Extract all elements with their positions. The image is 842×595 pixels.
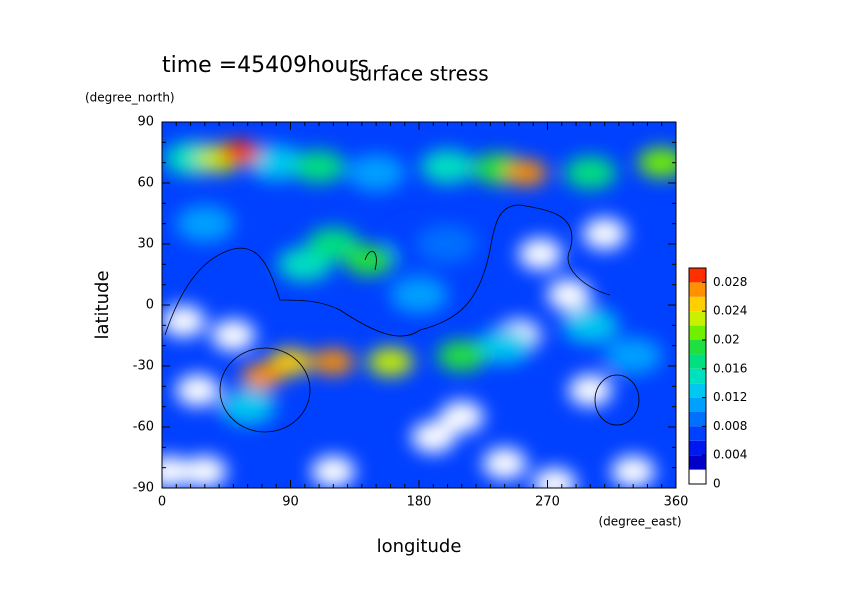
field-blob xyxy=(162,305,206,338)
field-blob xyxy=(211,319,256,352)
colorbar-tick-label: 0.02 xyxy=(713,333,740,347)
colorbar-frame xyxy=(688,267,707,485)
colorbar-band xyxy=(689,469,706,484)
colorbar-band xyxy=(689,311,706,326)
field-blob xyxy=(582,217,627,250)
field xyxy=(162,122,676,488)
x-tick-label: 90 xyxy=(282,495,299,510)
field-blob xyxy=(532,467,577,488)
x-tick-label: 0 xyxy=(158,495,166,510)
field-blob xyxy=(417,224,478,264)
y-unit: (degree_north) xyxy=(85,91,175,105)
y-tick-label: -90 xyxy=(133,481,154,496)
field-blob xyxy=(390,276,448,314)
colorbar-band xyxy=(689,426,706,441)
colorbar-band xyxy=(689,440,706,456)
field-blob xyxy=(182,455,227,488)
y-tick-label: 90 xyxy=(137,115,154,130)
field-blob xyxy=(476,327,533,364)
colorbar-tick-label: 0.004 xyxy=(713,448,747,462)
coastlines xyxy=(164,204,640,433)
field-blob xyxy=(439,400,484,433)
colorbar-band xyxy=(689,340,706,355)
field-blob xyxy=(611,455,656,488)
field-blob xyxy=(175,374,220,407)
x-tick-label: 180 xyxy=(407,495,432,510)
x-tick-label: 270 xyxy=(535,495,560,510)
field-blob xyxy=(248,144,305,181)
field-blob xyxy=(367,347,414,377)
coastline xyxy=(594,374,640,426)
field-blob xyxy=(347,154,406,192)
colorbar-band xyxy=(689,354,706,369)
field-blob xyxy=(268,348,313,376)
field-blob xyxy=(562,307,619,344)
colorbar-band xyxy=(689,325,706,340)
field-blob xyxy=(482,447,527,480)
field-blob xyxy=(505,159,548,186)
x-tick-label: 360 xyxy=(664,495,689,510)
field-blob xyxy=(312,349,355,375)
subtitle: time =45409hours xyxy=(162,53,369,78)
colorbar-tick-label: 0 xyxy=(713,477,721,491)
field-blob xyxy=(564,156,617,190)
coastline xyxy=(164,204,611,337)
axes: 0 90 180 270 360 -90 -60 -30 0 30 60 90 0 0.004 0.008 0… xyxy=(133,115,748,510)
field-blob xyxy=(162,455,192,488)
field-blob xyxy=(307,227,360,261)
field-blob xyxy=(219,388,276,425)
colorbar-tick-label: 0.024 xyxy=(713,304,747,318)
field-blob xyxy=(568,374,613,407)
field-blob xyxy=(344,244,395,276)
coastline xyxy=(219,347,311,433)
y-tick-label: 0 xyxy=(146,298,154,313)
blobs xyxy=(162,140,676,488)
y-tick-label: -60 xyxy=(133,420,154,435)
colorbar-tick-label: 0.008 xyxy=(713,419,747,433)
field-blob xyxy=(518,238,563,271)
field-blob xyxy=(546,278,591,311)
field-blob xyxy=(637,147,676,178)
chart-title: surface stress xyxy=(349,62,488,86)
colorbar-band xyxy=(689,455,706,470)
field-blob xyxy=(220,140,261,165)
colorbar-band xyxy=(689,383,706,398)
y-tick-label: 30 xyxy=(137,237,154,252)
field-blob xyxy=(436,340,487,372)
field-blob xyxy=(604,337,663,375)
colorbar-band xyxy=(689,368,706,384)
field-blob xyxy=(420,149,475,184)
y-tick-label: -30 xyxy=(133,359,154,374)
field-blob xyxy=(311,455,356,488)
x-unit: (degree_east) xyxy=(598,515,681,529)
colorbar-tick-label: 0.028 xyxy=(713,275,747,289)
field-blob xyxy=(240,363,283,390)
colorbar-band xyxy=(689,268,706,283)
coastline xyxy=(364,250,377,271)
field-blob xyxy=(411,421,456,454)
field-blob xyxy=(175,205,234,243)
y-tick-label: 60 xyxy=(137,176,154,191)
field-blob xyxy=(293,150,346,184)
colorbar-band xyxy=(689,296,706,312)
colorbar-tick-label: 0.016 xyxy=(713,361,747,375)
colorbar-band xyxy=(689,282,706,297)
y-axis-label: latitude xyxy=(92,270,113,339)
x-axis-label: longitude xyxy=(377,536,462,557)
colorbar-tick-label: 0.012 xyxy=(713,390,747,404)
colorbar-band xyxy=(689,412,706,427)
colorbar-band xyxy=(689,397,706,412)
